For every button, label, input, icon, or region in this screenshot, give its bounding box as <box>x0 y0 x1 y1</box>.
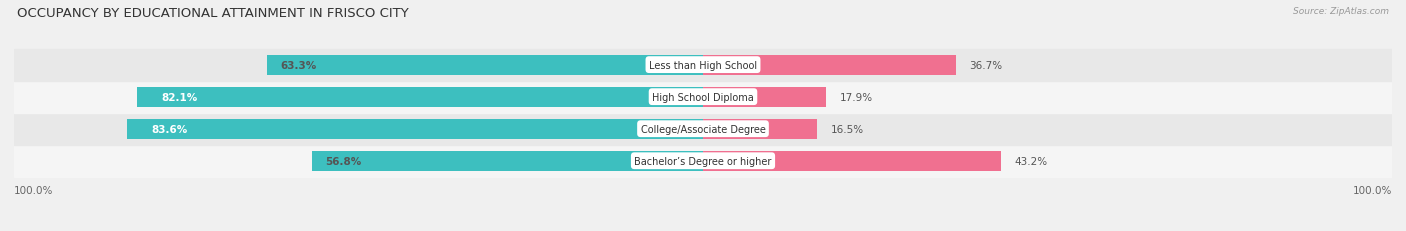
Text: Bachelor’s Degree or higher: Bachelor’s Degree or higher <box>634 156 772 166</box>
Text: 43.2%: 43.2% <box>1014 156 1047 166</box>
Bar <box>127 119 703 139</box>
Text: 63.3%: 63.3% <box>281 60 316 70</box>
Bar <box>14 145 1392 177</box>
Bar <box>14 113 1392 145</box>
Bar <box>703 151 1001 171</box>
Bar <box>138 87 703 107</box>
Bar <box>14 81 1392 113</box>
Text: 17.9%: 17.9% <box>841 92 873 102</box>
Text: High School Diploma: High School Diploma <box>652 92 754 102</box>
Bar <box>267 55 703 75</box>
Text: 100.0%: 100.0% <box>1353 185 1392 195</box>
Bar <box>703 87 827 107</box>
Text: 82.1%: 82.1% <box>162 92 198 102</box>
Text: College/Associate Degree: College/Associate Degree <box>641 124 765 134</box>
Text: Less than High School: Less than High School <box>650 60 756 70</box>
Text: 100.0%: 100.0% <box>14 185 53 195</box>
Text: 16.5%: 16.5% <box>831 124 863 134</box>
Text: OCCUPANCY BY EDUCATIONAL ATTAINMENT IN FRISCO CITY: OCCUPANCY BY EDUCATIONAL ATTAINMENT IN F… <box>17 7 409 20</box>
Bar <box>703 55 956 75</box>
Text: Source: ZipAtlas.com: Source: ZipAtlas.com <box>1294 7 1389 16</box>
Bar <box>14 49 1392 81</box>
Text: 56.8%: 56.8% <box>325 156 361 166</box>
Text: 36.7%: 36.7% <box>970 60 1002 70</box>
Bar <box>312 151 703 171</box>
Bar <box>703 119 817 139</box>
Text: 83.6%: 83.6% <box>152 124 187 134</box>
